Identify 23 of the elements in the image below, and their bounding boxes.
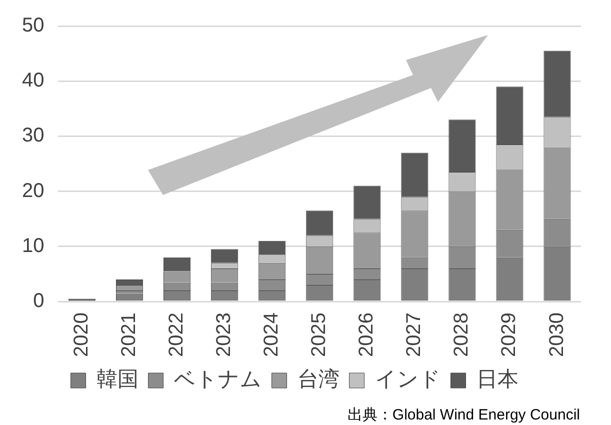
legend-label: インド xyxy=(374,366,441,391)
y-tick-label: 30 xyxy=(22,124,44,147)
x-tick-label: 2029 xyxy=(498,312,520,358)
source-note: 出典：Global Wind Energy Council xyxy=(347,406,580,424)
x-tick-label: 2030 xyxy=(546,312,568,358)
legend-label: 台湾 xyxy=(297,366,340,391)
x-tick-label: 2024 xyxy=(260,312,283,358)
x-tick-label: 2023 xyxy=(213,312,236,358)
y-tick-label: 50 xyxy=(22,14,44,37)
legend-label: ベトナム xyxy=(174,366,262,391)
legend-label: 日本 xyxy=(476,366,518,391)
x-tick-label: 2025 xyxy=(308,312,330,358)
x-tick-label: 2026 xyxy=(356,312,378,358)
y-tick-label: 40 xyxy=(22,70,44,92)
x-tick-label: 2027 xyxy=(403,312,426,358)
y-tick-label: 20 xyxy=(22,180,44,202)
y-tick-label: 0 xyxy=(33,290,44,312)
legend-label: 韓国 xyxy=(96,366,138,391)
x-tick-label: 2021 xyxy=(118,312,140,358)
x-tick-label: 2028 xyxy=(450,312,473,358)
y-tick-label: 10 xyxy=(22,234,44,257)
x-tick-label: 2022 xyxy=(166,312,188,358)
x-tick-label: 2020 xyxy=(70,312,93,358)
